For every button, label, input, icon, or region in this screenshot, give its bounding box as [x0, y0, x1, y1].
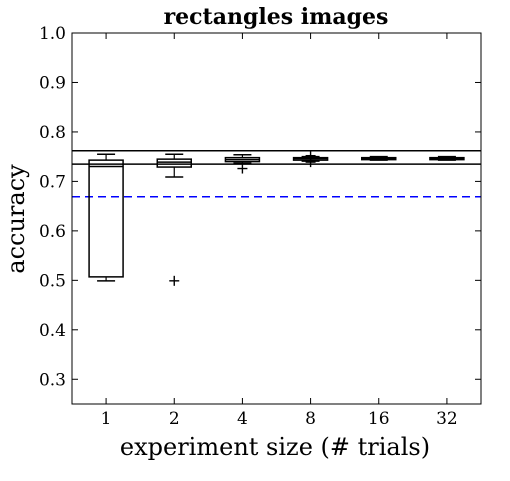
box-2: [156, 153, 192, 286]
box-8: [292, 150, 329, 168]
x-tick-label: 1: [101, 409, 112, 429]
plot-area-frame: [71, 32, 482, 405]
y-tick-label: 0.4: [39, 321, 66, 341]
x-axis-ticks: 1 2 4 8 16 32: [101, 33, 458, 429]
box-1: [88, 153, 124, 282]
box-16: [361, 155, 397, 161]
box-iqr: [156, 158, 192, 168]
y-axis-label: accuracy: [2, 164, 30, 274]
outlier-marker: [305, 150, 316, 161]
box-series: [88, 150, 465, 286]
x-tick-label: 8: [305, 409, 316, 429]
x-tick-label: 2: [169, 409, 180, 429]
outlier-marker: [169, 275, 180, 286]
y-tick-label: 0.7: [39, 172, 66, 192]
outlier-marker: [237, 163, 248, 174]
y-tick-label: 1.0: [39, 24, 66, 44]
x-axis-label: experiment size (# trials): [120, 433, 430, 461]
x-tick-label: 32: [436, 409, 458, 429]
y-tick-label: 0.9: [39, 73, 66, 93]
chart-title: rectangles images: [164, 4, 389, 30]
box-iqr: [88, 159, 124, 278]
reference-lines: [72, 149, 481, 198]
x-tick-label: 16: [368, 409, 390, 429]
y-axis-ticks: 0.3 0.4 0.5 0.6 0.7 0.8 0.9 1.0: [39, 24, 481, 390]
y-tick-label: 0.8: [39, 123, 66, 143]
y-tick-label: 0.6: [39, 222, 66, 242]
x-tick-label: 4: [237, 409, 248, 429]
box-32: [429, 155, 465, 161]
y-tick-label: 0.3: [39, 370, 66, 390]
y-tick-label: 0.5: [39, 271, 66, 291]
box-4: [224, 153, 261, 174]
